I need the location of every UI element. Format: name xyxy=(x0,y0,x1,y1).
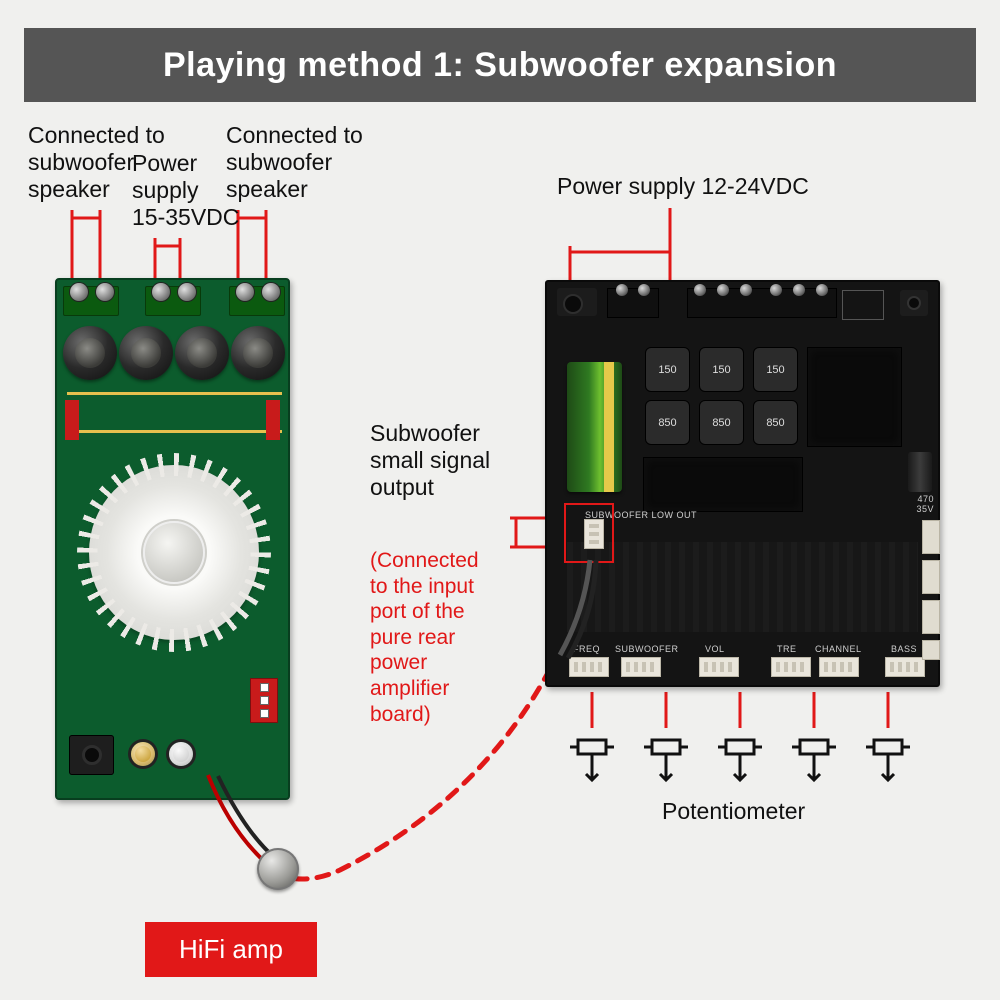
terminal-out-left xyxy=(63,286,119,316)
title-banner: Playing method 1: Subwoofer expansion xyxy=(24,28,976,102)
jst-subwoofer xyxy=(621,657,661,677)
label-connected-note: (Connected to the input port of the pure… xyxy=(370,548,479,727)
input-jack xyxy=(69,735,114,775)
side-header xyxy=(922,560,940,594)
jst-tre xyxy=(771,657,811,677)
hifi-amp-board xyxy=(55,278,290,800)
dip-switch xyxy=(250,678,278,723)
capacitor xyxy=(63,326,117,380)
jst-channel xyxy=(819,657,859,677)
jst-label: FREQ xyxy=(573,644,600,654)
jst-vol xyxy=(699,657,739,677)
bt-module xyxy=(842,290,884,320)
rca-right xyxy=(169,742,193,766)
red-component xyxy=(65,400,79,440)
title-text: Playing method 1: Subwoofer expansion xyxy=(163,46,837,85)
capacitor xyxy=(119,326,173,380)
aux-jack xyxy=(900,290,928,316)
side-header xyxy=(922,520,940,554)
inductor: 150 xyxy=(645,347,690,392)
speaker-terminal xyxy=(687,288,837,318)
side-header xyxy=(922,640,940,660)
jst-freq xyxy=(569,657,609,677)
capacitor xyxy=(231,326,285,380)
amp-ic-heatsink xyxy=(807,347,902,447)
volume-knob xyxy=(257,848,299,890)
label-power-12-24: Power supply 12-24VDC xyxy=(557,173,809,200)
jst-label: CHANNEL xyxy=(815,644,862,654)
electrolytic-cap xyxy=(567,362,622,492)
side-header xyxy=(922,600,940,634)
inductor: 850 xyxy=(699,400,744,445)
inductor: 150 xyxy=(699,347,744,392)
inductor: 150 xyxy=(753,347,798,392)
label-power-15-35: Power supply 15-35VDC xyxy=(132,150,239,231)
heatsink-fan xyxy=(89,465,259,640)
label-potentiometer: Potentiometer xyxy=(662,798,805,825)
sub-out-highlight-box xyxy=(564,503,614,563)
inductor: 850 xyxy=(753,400,798,445)
amp-ic xyxy=(643,457,803,512)
side-cap xyxy=(908,452,932,492)
bluetooth-amp-board: 150 150 150 850 850 850 SUBWOOFER LOW OU… xyxy=(545,280,940,687)
power-terminal xyxy=(607,288,659,318)
dc-barrel-jack xyxy=(557,288,597,316)
jst-label: SUBWOOFER xyxy=(615,644,679,654)
capacitor xyxy=(175,326,229,380)
terminal-power xyxy=(145,286,201,316)
jst-label: BASS xyxy=(891,644,917,654)
label-left-subwoofer-2: Connected to subwoofer speaker xyxy=(226,122,363,203)
smd-area xyxy=(567,542,918,632)
jst-label: TRE xyxy=(777,644,797,654)
label-sub-signal: Subwoofer small signal output xyxy=(370,420,490,501)
rca-left xyxy=(131,742,155,766)
jst-bass xyxy=(885,657,925,677)
terminal-out-right xyxy=(229,286,285,316)
inductor: 850 xyxy=(645,400,690,445)
jst-label: VOL xyxy=(705,644,725,654)
hifi-amp-badge: HiFi amp xyxy=(145,922,317,977)
side-cap-label: 470 35V xyxy=(916,494,934,514)
red-component xyxy=(266,400,280,440)
